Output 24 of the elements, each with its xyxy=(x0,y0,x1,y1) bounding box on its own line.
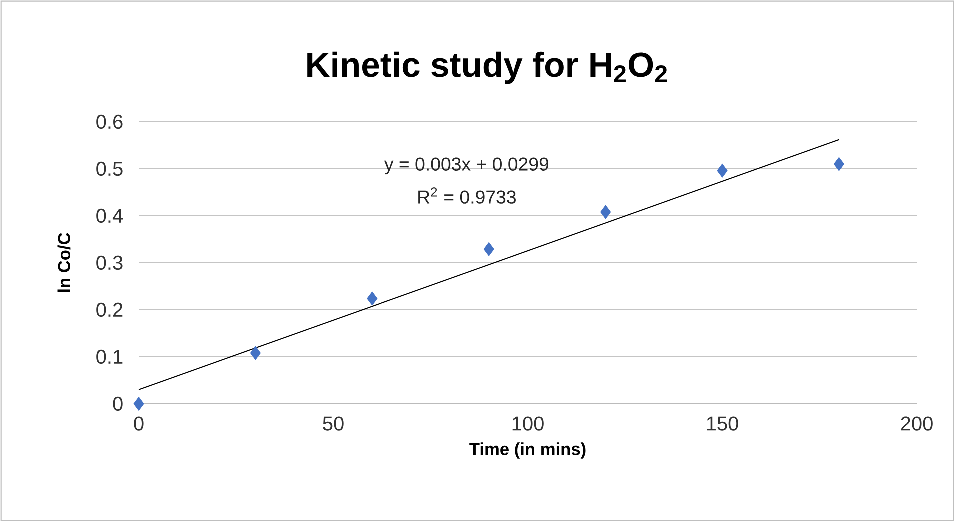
point xyxy=(834,157,844,172)
y-axis-title: ln Co/C xyxy=(58,233,71,292)
x-axis-title: Time (in mins) xyxy=(470,442,586,459)
y-tick-label: 0.4 xyxy=(96,208,124,224)
y-tick-label: 0.1 xyxy=(96,350,123,364)
x-tick-label: 150 xyxy=(707,416,738,431)
annotation: R$^{2}$ = 0.9733 xyxy=(418,188,516,204)
x-tick-label: 100 xyxy=(512,416,544,431)
y-tick-label: 0.2 xyxy=(96,302,123,318)
point xyxy=(717,164,728,178)
point xyxy=(367,292,378,306)
y-tick-label: 0.5 xyxy=(96,162,123,176)
y-tick-label: 0.3 xyxy=(96,256,123,270)
point xyxy=(250,346,261,360)
point xyxy=(600,205,612,220)
annotation: y = 0.003x + 0.0299 xyxy=(384,158,549,175)
x-tick-label: 200 xyxy=(901,416,933,431)
y-tick-label: 0 xyxy=(113,396,123,412)
chart-title: Kinetic study for H$_{2}$O$_{2}$ xyxy=(308,52,668,84)
x-tick-label: 50 xyxy=(323,416,344,431)
y-tick-label: 0.6 xyxy=(96,114,123,130)
point xyxy=(134,397,144,411)
point xyxy=(484,242,494,256)
x-tick-label: 0 xyxy=(134,416,144,431)
